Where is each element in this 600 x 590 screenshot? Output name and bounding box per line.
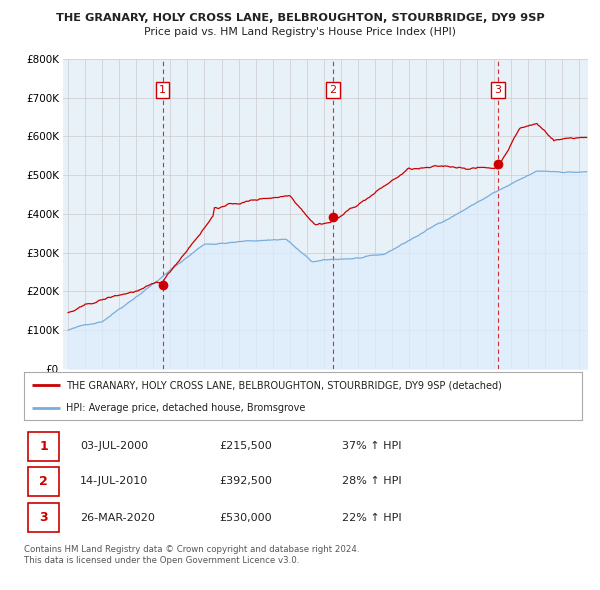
Text: £392,500: £392,500 xyxy=(220,477,272,486)
Text: 28% ↑ HPI: 28% ↑ HPI xyxy=(342,477,401,486)
Text: £530,000: £530,000 xyxy=(220,513,272,523)
Text: 37% ↑ HPI: 37% ↑ HPI xyxy=(342,441,401,451)
Text: Price paid vs. HM Land Registry's House Price Index (HPI): Price paid vs. HM Land Registry's House … xyxy=(144,27,456,37)
Text: Contains HM Land Registry data © Crown copyright and database right 2024.: Contains HM Land Registry data © Crown c… xyxy=(24,545,359,553)
Text: 26-MAR-2020: 26-MAR-2020 xyxy=(80,513,155,523)
Text: 14-JUL-2010: 14-JUL-2010 xyxy=(80,477,148,486)
Text: 1: 1 xyxy=(159,85,166,95)
Text: THE GRANARY, HOLY CROSS LANE, BELBROUGHTON, STOURBRIDGE, DY9 9SP: THE GRANARY, HOLY CROSS LANE, BELBROUGHT… xyxy=(56,13,544,23)
FancyBboxPatch shape xyxy=(28,432,59,461)
Text: This data is licensed under the Open Government Licence v3.0.: This data is licensed under the Open Gov… xyxy=(24,556,299,565)
Text: 2: 2 xyxy=(40,475,48,488)
Text: 1: 1 xyxy=(40,440,48,453)
FancyBboxPatch shape xyxy=(28,503,59,532)
Text: 2: 2 xyxy=(329,85,337,95)
Text: 3: 3 xyxy=(40,511,48,524)
Text: 3: 3 xyxy=(494,85,502,95)
Text: HPI: Average price, detached house, Bromsgrove: HPI: Average price, detached house, Brom… xyxy=(66,403,305,413)
Text: THE GRANARY, HOLY CROSS LANE, BELBROUGHTON, STOURBRIDGE, DY9 9SP (detached): THE GRANARY, HOLY CROSS LANE, BELBROUGHT… xyxy=(66,380,502,390)
Text: £215,500: £215,500 xyxy=(220,441,272,451)
Text: 22% ↑ HPI: 22% ↑ HPI xyxy=(342,513,401,523)
Text: 03-JUL-2000: 03-JUL-2000 xyxy=(80,441,148,451)
FancyBboxPatch shape xyxy=(28,467,59,496)
